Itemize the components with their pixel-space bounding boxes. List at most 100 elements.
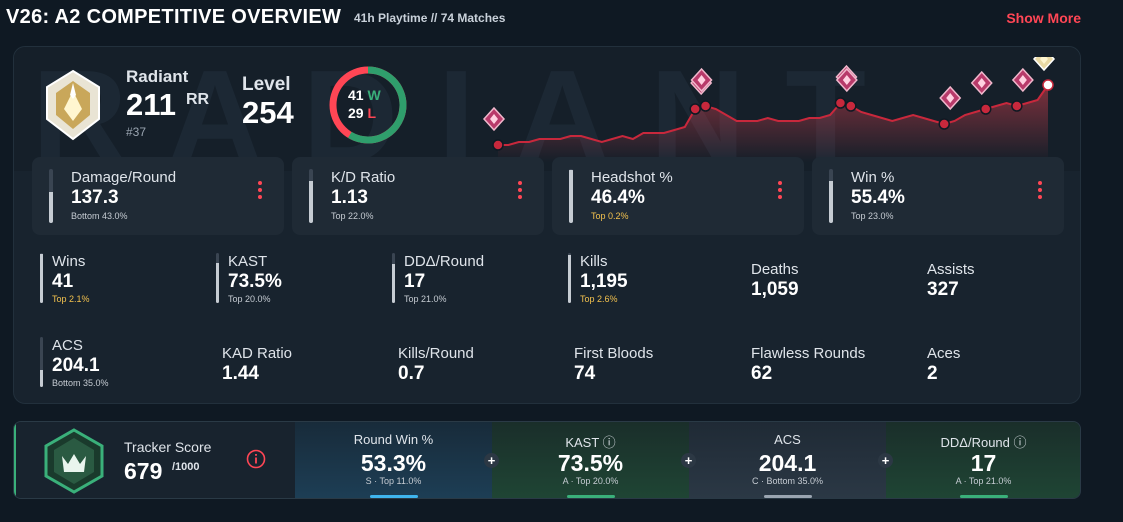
plus-icon: + xyxy=(878,453,893,468)
segment-value: 53.3% xyxy=(360,450,427,476)
stat-value: 1.13 xyxy=(331,187,368,208)
plus-icon: + xyxy=(484,453,499,468)
immortal-rank-icon xyxy=(690,67,713,93)
segment-label: DDΔ/Round ⓘ xyxy=(940,435,1027,450)
kebab-menu-icon[interactable] xyxy=(778,181,782,202)
stat-label: Aces xyxy=(927,345,961,362)
segment-accent xyxy=(763,495,812,498)
info-icon[interactable] xyxy=(246,449,266,469)
segment-grade: C · Bottom 35.0% xyxy=(751,476,824,486)
segment-grade: A · Top 20.0% xyxy=(562,476,619,486)
tracker-score-block: Tracker Score 679 /1000 xyxy=(14,422,295,498)
percentile-bar xyxy=(49,169,53,223)
percentile-bar xyxy=(40,337,43,387)
rr-point[interactable] xyxy=(492,139,504,151)
level-value: 254 xyxy=(242,95,294,130)
stat-percentile: Top 0.2% xyxy=(591,211,629,221)
stat-label: ACS xyxy=(52,337,83,354)
percentile-bar xyxy=(309,169,313,223)
stat-value: 327 xyxy=(927,279,959,300)
percentile-bar xyxy=(829,169,833,223)
stat-percentile: Top 22.0% xyxy=(331,211,374,221)
stat-label: Kills/Round xyxy=(398,345,474,362)
stat-value: 73.5% xyxy=(228,271,282,292)
stat-value: 204.1 xyxy=(52,355,100,376)
rr-history-chart xyxy=(482,57,1056,162)
segment-accent xyxy=(566,495,615,498)
stat-label: Kills xyxy=(580,253,608,270)
segment-grade: A · Top 21.0% xyxy=(955,476,1012,486)
tracker-score-label: Tracker Score xyxy=(124,439,212,455)
percentile-bar xyxy=(216,253,219,303)
radiant-rank-icon xyxy=(46,69,100,141)
win-loss-ring xyxy=(329,66,407,144)
stat-percentile: Top 2.1% xyxy=(52,294,90,304)
stat-card: Win % 55.4% Top 23.0% xyxy=(812,157,1064,235)
rr-point[interactable] xyxy=(979,103,992,115)
rr-line xyxy=(498,84,1049,146)
segment-label: KAST ⓘ xyxy=(565,435,616,450)
stat-card: Headshot % 46.4% Top 0.2% xyxy=(552,157,804,235)
stat-percentile: Top 21.0% xyxy=(404,294,447,304)
immortal-rank-icon xyxy=(970,70,993,96)
immortal-rank-icon xyxy=(939,85,962,111)
tracker-score-value: 679 xyxy=(124,458,163,484)
overview-panel: RADIANT Radiant 211 RR #37 Level 254 41 … xyxy=(13,46,1081,404)
percentile-bar xyxy=(392,253,395,303)
rr-area xyxy=(498,85,1048,162)
stat-label: KAST xyxy=(228,253,268,270)
segment-value: 73.5% xyxy=(557,450,624,476)
rr-point[interactable] xyxy=(938,118,950,130)
stat-label: Assists xyxy=(927,261,975,278)
stat-label: Deaths xyxy=(751,261,799,278)
score-segment: KAST ⓘ 73.5% A · Top 20.0% xyxy=(492,422,689,498)
immortal-rank-icon xyxy=(482,106,506,132)
stat-card: Damage/Round 137.3 Bottom 43.0% xyxy=(32,157,284,235)
stat-percentile: Bottom 43.0% xyxy=(71,211,128,221)
rank-rr-unit: RR xyxy=(186,91,210,108)
page-title: V26: A2 COMPETITIVE OVERVIEW xyxy=(6,6,342,28)
rr-point[interactable] xyxy=(1042,79,1054,91)
rr-point[interactable] xyxy=(1011,100,1023,112)
tracker-score-max: /1000 xyxy=(172,461,200,473)
kebab-menu-icon[interactable] xyxy=(258,181,262,202)
percentile-bar xyxy=(568,253,571,303)
stat-value: 55.4% xyxy=(851,187,905,208)
stat-percentile: Top 2.6% xyxy=(580,294,618,304)
stat-label: Wins xyxy=(52,253,86,270)
rank-rr-value: 211 xyxy=(126,87,177,122)
stat-label: Flawless Rounds xyxy=(751,345,866,362)
stat-value: 2 xyxy=(927,363,938,384)
rr-point[interactable] xyxy=(689,103,701,115)
kebab-menu-icon[interactable] xyxy=(1038,181,1042,202)
rr-point[interactable] xyxy=(845,100,857,112)
segment-value: 17 xyxy=(970,450,997,476)
percentile-bar xyxy=(40,253,43,303)
show-more-button[interactable]: Show More xyxy=(1006,10,1081,26)
stat-label: Headshot % xyxy=(591,169,673,186)
rank-name: Radiant xyxy=(126,67,189,86)
wins-record: 41 W xyxy=(348,87,381,103)
immortal-rank-icon xyxy=(835,67,858,93)
stat-value: 137.3 xyxy=(71,187,119,208)
stat-value: 0.7 xyxy=(398,363,425,384)
segment-value: 204.1 xyxy=(758,450,817,476)
segment-label: ACS xyxy=(774,432,801,447)
percentile-bar xyxy=(569,169,573,223)
stat-value: 1,059 xyxy=(751,279,799,300)
stat-value: 41 xyxy=(52,271,74,292)
segment-accent xyxy=(959,495,1008,498)
stat-percentile: Bottom 35.0% xyxy=(52,378,109,388)
stat-value: 1.44 xyxy=(222,363,259,384)
score-segment: Round Win % 53.3% S · Top 11.0% xyxy=(295,422,492,498)
tracker-score-emblem xyxy=(44,428,104,494)
rr-point[interactable] xyxy=(834,97,847,109)
stat-value: 62 xyxy=(751,363,773,384)
stat-value: 17 xyxy=(404,271,426,292)
rr-point[interactable] xyxy=(699,100,712,112)
level-label: Level xyxy=(242,74,291,95)
kebab-menu-icon[interactable] xyxy=(518,181,522,202)
stat-label: KAD Ratio xyxy=(222,345,293,362)
stat-label: Win % xyxy=(851,169,895,186)
stat-label: First Bloods xyxy=(574,345,654,362)
